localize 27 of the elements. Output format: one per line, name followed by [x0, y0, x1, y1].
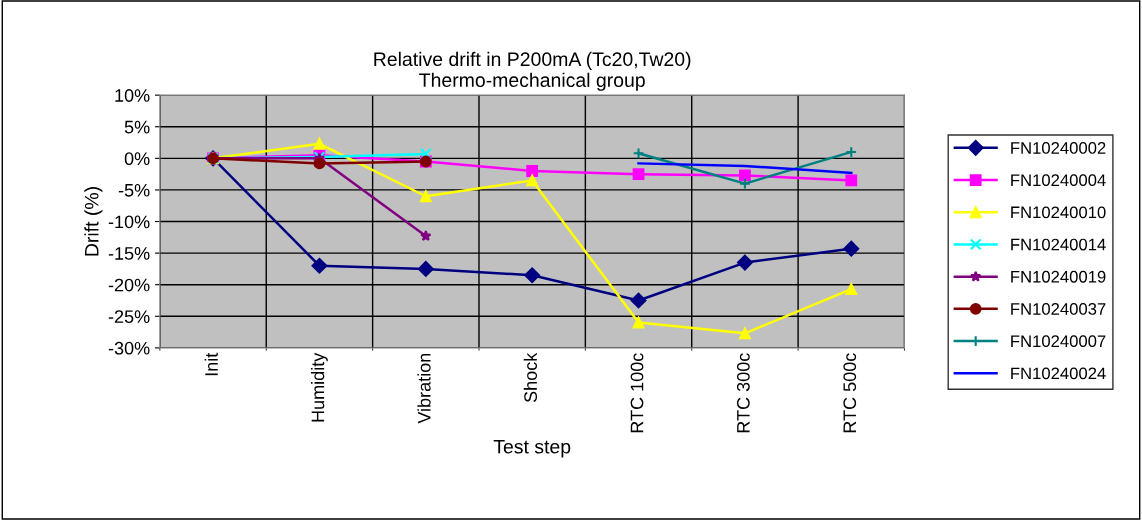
- x-tick-label: RTC 300c: [736, 353, 750, 433]
- y-tick-label: -20%: [108, 278, 150, 292]
- y-tick-label: -30%: [108, 341, 150, 355]
- legend-label: FN10240007: [1011, 335, 1106, 348]
- x-axis-title: Test step: [493, 439, 571, 458]
- x-tick-label: Humidity: [311, 352, 328, 422]
- legend-label: FN10240014: [1011, 238, 1106, 251]
- y-tick-label: -10%: [108, 215, 150, 229]
- y-tick-label: -15%: [108, 247, 150, 260]
- legend-label: FN10240010: [1011, 206, 1106, 219]
- legend-label: FN10240002: [1011, 142, 1106, 154]
- y-tick-label: 10%: [115, 89, 150, 102]
- y-tick-label: 5%: [124, 120, 150, 134]
- legend-label: FN10240037: [1011, 303, 1106, 315]
- y-axis-title: Drift (%): [84, 187, 103, 256]
- y-tick-label: 0%: [124, 152, 150, 166]
- x-tick-label: RTC 500c: [843, 353, 857, 433]
- x-tick-label: Vibration: [417, 353, 431, 424]
- x-tick-label: Init: [204, 352, 218, 376]
- chart-title: Relative drift in P200mA (Tc20,Tw20) Thermo-mechanical group: [374, 51, 691, 91]
- legend-label: FN10240024: [1011, 367, 1106, 380]
- x-tick-label: RTC 100c: [630, 353, 644, 433]
- y-tick-label: -5%: [118, 183, 150, 197]
- y-tick-label: -25%: [108, 310, 150, 324]
- legend-label: FN10240004: [1011, 174, 1106, 187]
- x-tick-label: Shock: [523, 352, 538, 403]
- legend-label: FN10240019: [1011, 270, 1106, 283]
